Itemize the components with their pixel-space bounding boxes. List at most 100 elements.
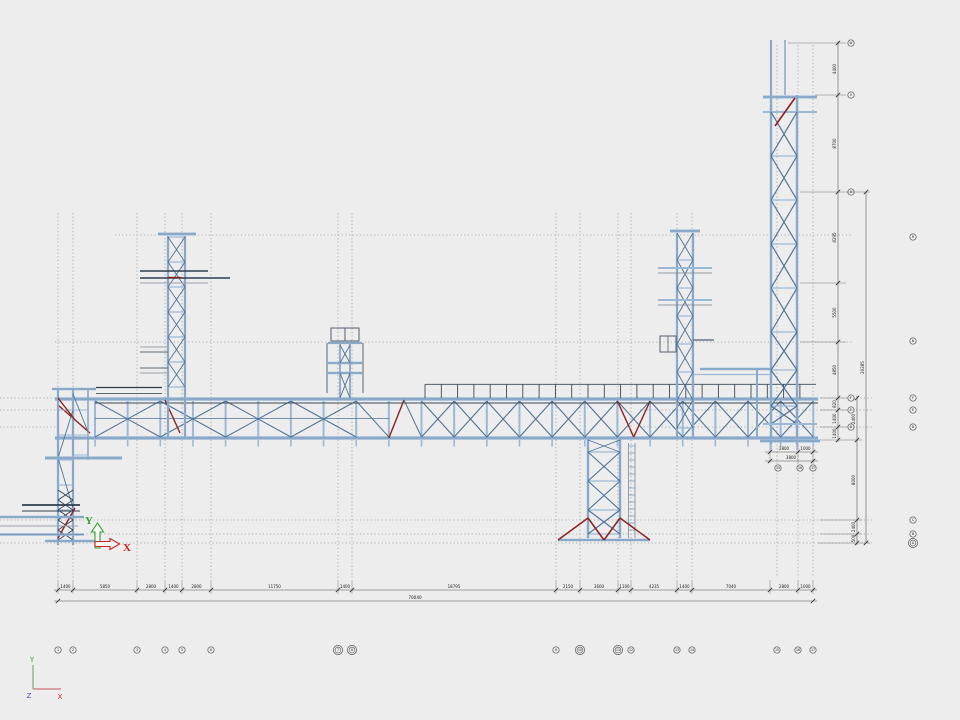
ucs-x-arrow-icon: [94, 537, 121, 551]
grid-bubble-label: D: [850, 425, 853, 429]
tower-1: [140, 232, 230, 438]
grid-lines: [0, 45, 872, 578]
grid-bubble-label: 14: [690, 648, 694, 652]
grid-bubble: [133, 646, 141, 654]
dimension-value: 18795: [448, 584, 461, 589]
dimension-value: 1400: [832, 428, 837, 439]
dimension-value: 1400: [679, 584, 690, 589]
grid-bubble-label: 16: [798, 466, 802, 470]
grid-bubble: [847, 91, 855, 99]
grid-bubble: [207, 646, 215, 654]
dimension-value: 1400: [832, 413, 837, 424]
grid-bubble: [847, 188, 855, 196]
grid-bubble: [613, 645, 623, 655]
grid-bubble: [773, 646, 781, 654]
dimension-value: 4400: [832, 63, 837, 74]
grid-bubble: [847, 39, 855, 47]
view-triad: Y Z X: [27, 656, 63, 701]
grid-bubble: [909, 233, 917, 241]
dimension-total: 70040: [408, 595, 422, 600]
grid-bubble: [575, 645, 585, 655]
dimension-value: 7040: [726, 584, 737, 589]
dimension-value: 1000: [800, 446, 811, 451]
grid-bubble: [809, 464, 817, 472]
tower-middle: [326, 327, 364, 399]
dimension-value: 11750: [268, 584, 281, 589]
grid-bubble-label: 16: [796, 648, 800, 652]
triad-y-label: Y: [29, 656, 35, 664]
tower-2: [658, 229, 770, 438]
grid-bubbles: 1 2 3 4 5 6 7 8 9 10 11 12 13 14 15 16 17RNFEDCBAWVUFED1…: [54, 39, 918, 655]
grid-bubble-label: 3: [136, 648, 138, 652]
dimension-value: 2400: [851, 413, 856, 424]
triad-z-label: Z: [27, 692, 32, 700]
tower-lower: [557, 438, 651, 542]
grid-bubble: [673, 646, 681, 654]
dimension-value: 2800: [779, 584, 790, 589]
grid-bubble: [774, 464, 782, 472]
grid-bubble: [688, 646, 696, 654]
grid-bubble-label: F: [850, 396, 852, 400]
grid-bubble: [909, 337, 917, 345]
grid-bubble: [796, 464, 804, 472]
dimension-value: 2800: [779, 446, 790, 451]
dimension-value: 5500: [832, 307, 837, 318]
grid-bubble: [847, 406, 855, 414]
grid-bubble-label: C: [912, 518, 915, 522]
grid-bubble: [627, 646, 635, 654]
grid-bubble: [54, 646, 62, 654]
grid-bubble-label: 6: [210, 648, 212, 652]
dimension-value: 8000: [851, 474, 856, 485]
tower-left: [0, 386, 162, 545]
grid-bubble-inner-ring: [909, 539, 917, 547]
dimension-value: 3600: [594, 584, 605, 589]
grid-bubble: [908, 538, 918, 548]
bridge-truss: [55, 383, 818, 447]
grid-bubble-label: R: [912, 235, 915, 239]
grid-bubble: [909, 530, 917, 538]
grid-bubble: [347, 645, 357, 655]
triad-x-label: X: [58, 693, 63, 701]
dimension-value: 4850: [832, 364, 837, 375]
dimension-total: 20285: [860, 361, 865, 374]
tower-right: [760, 40, 820, 450]
grid-bubble-label: 9: [555, 648, 557, 652]
grid-bubble-inner-ring: [576, 646, 584, 654]
dimension-value: 2150: [563, 584, 574, 589]
dimension-value: 500: [851, 534, 856, 542]
dimension-value: 1000: [800, 584, 811, 589]
dimension-value: 1400: [60, 584, 71, 589]
grid-bubble-label: 1: [57, 648, 59, 652]
ucs-axis-marker: YX: [85, 515, 131, 554]
grid-bubble-label: 12: [629, 648, 633, 652]
grid-bubble-label: 11: [616, 648, 620, 652]
grid-bubble-label: V: [850, 93, 853, 97]
grid-bubble: [552, 646, 560, 654]
ucs-y-label: Y: [85, 515, 93, 527]
grid-bubble: [161, 646, 169, 654]
dimension-value: 5850: [100, 584, 111, 589]
grid-bubble: [909, 516, 917, 524]
grid-bubble: [847, 394, 855, 402]
ucs-x-label: X: [123, 542, 131, 554]
dimension-value: 2800: [146, 584, 157, 589]
structure: [0, 40, 820, 545]
dimension-value: 1400: [340, 584, 351, 589]
grid-bubble-inner-ring: [348, 646, 356, 654]
grid-bubble: [909, 406, 917, 414]
grid-bubble-inner-ring: [614, 646, 622, 654]
dimension-chains: 1400 5850 2800 1400 2800 11750 1400 18795 2150 36…: [54, 40, 870, 604]
grid-bubble-label: 15: [775, 648, 779, 652]
dimension-value: 2400: [851, 521, 856, 532]
grid-bubble-label: 2: [72, 648, 74, 652]
grid-bubble-label: E: [850, 408, 852, 412]
grid-bubble-label: 15: [776, 466, 780, 470]
grid-bubble-inner-ring: [334, 646, 342, 654]
dimension-value: 8700: [832, 138, 837, 149]
dimension-value: 2800: [191, 584, 202, 589]
grid-bubble-label: D: [912, 425, 915, 429]
grid-bubble-label: 7: [337, 648, 339, 652]
dimension-value: 4235: [649, 584, 660, 589]
